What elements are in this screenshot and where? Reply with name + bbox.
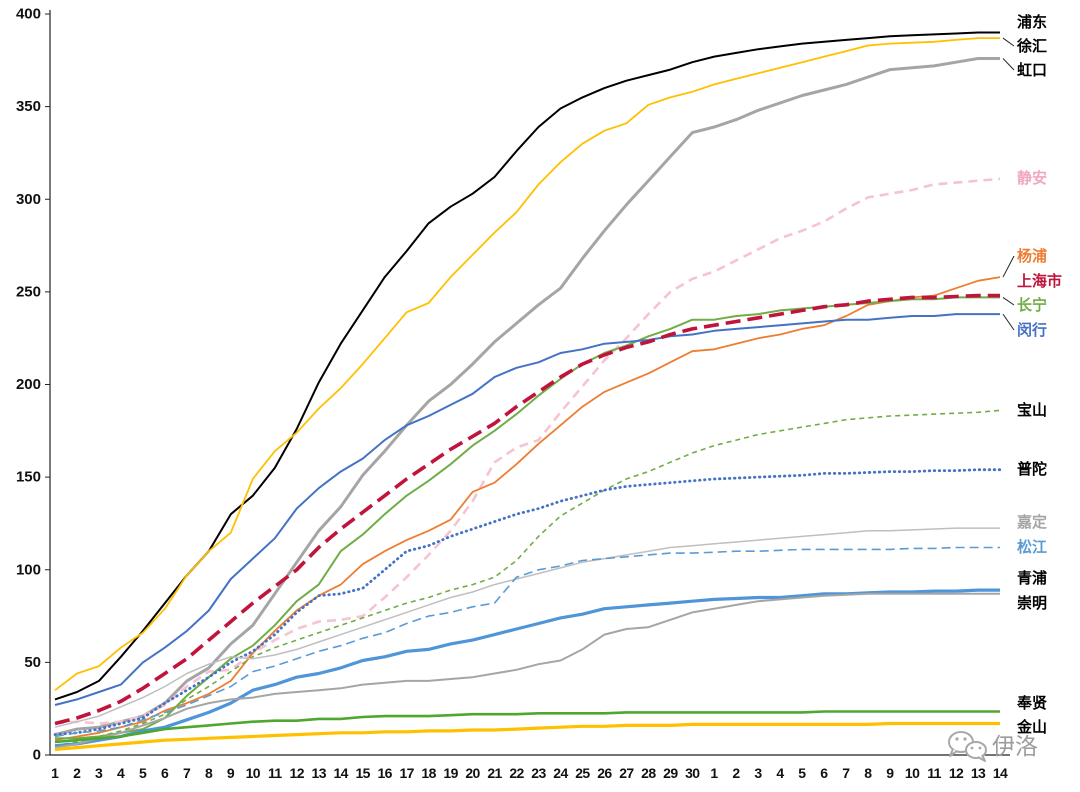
series-line-xuhui bbox=[54, 37, 1000, 691]
x-tick-label: 13 bbox=[971, 765, 986, 781]
x-tick-label: 27 bbox=[619, 765, 634, 781]
x-tick-label: 20 bbox=[465, 765, 480, 781]
y-tick-label: 50 bbox=[24, 654, 41, 671]
x-axis-ticks: 1 2 3 4 5 6 7 8 9 10 11 12 13 14 15 16 17 18 19 20 21 22 23 24 2… bbox=[51, 765, 1008, 781]
x-tick-label: 11 bbox=[927, 765, 941, 781]
series-label-hongkou: 虹口 bbox=[1017, 61, 1047, 79]
series-label-qingpu: 青浦 bbox=[1017, 569, 1047, 587]
series-label-baoshan: 宝山 bbox=[1017, 401, 1047, 419]
y-tick-label: 250 bbox=[16, 283, 41, 300]
x-tick-label: 17 bbox=[399, 765, 414, 781]
series-label-songjiang: 松江 bbox=[1017, 538, 1047, 556]
x-tick-label: 3 bbox=[95, 765, 103, 781]
x-tick-label: 16 bbox=[377, 765, 392, 781]
x-tick-label: 4 bbox=[117, 765, 125, 781]
y-tick-label: 0 bbox=[33, 747, 41, 764]
series-label-yangpu: 杨浦 bbox=[1017, 247, 1047, 265]
x-tick-label: 4 bbox=[776, 765, 784, 781]
series-line-chongming bbox=[54, 592, 1000, 749]
label-leader-line bbox=[1002, 37, 1015, 47]
series-line-shanghai-city bbox=[54, 293, 1000, 726]
x-tick-label: 14 bbox=[993, 765, 1008, 781]
y-axis-ticks: 0 50 100 150 200 250 300 350 400 bbox=[16, 6, 50, 764]
x-tick-label: 8 bbox=[864, 765, 872, 781]
x-tick-label: 5 bbox=[139, 765, 147, 781]
x-tick-label: 3 bbox=[754, 765, 762, 781]
series-line-songjiang bbox=[54, 546, 1000, 738]
x-tick-label: 7 bbox=[183, 765, 191, 781]
x-tick-label: 10 bbox=[246, 765, 261, 781]
series-label-jiading: 嘉定 bbox=[1016, 513, 1047, 531]
x-tick-label: 18 bbox=[421, 765, 436, 781]
x-tick-label: 11 bbox=[268, 765, 282, 781]
x-tick-label: 15 bbox=[355, 765, 370, 781]
x-tick-label: 1 bbox=[710, 765, 718, 781]
x-tick-label: 30 bbox=[685, 765, 700, 781]
series-label-shanghai-city: 上海市 bbox=[1017, 272, 1062, 290]
x-tick-label: 9 bbox=[886, 765, 894, 781]
x-tick-label: 19 bbox=[443, 765, 458, 781]
x-tick-label: 6 bbox=[820, 765, 828, 781]
x-tick-label: 8 bbox=[205, 765, 213, 781]
series-line-jinshan bbox=[54, 721, 1000, 751]
x-tick-label: 26 bbox=[597, 765, 612, 781]
series-label-changning: 长宁 bbox=[1017, 296, 1047, 314]
y-tick-label: 400 bbox=[16, 6, 41, 23]
y-tick-label: 300 bbox=[16, 191, 41, 208]
series-line-jingan bbox=[54, 177, 1001, 725]
series-label-minhang: 闵行 bbox=[1017, 321, 1047, 339]
x-tick-label: 22 bbox=[509, 765, 524, 781]
series-line-fengxian bbox=[54, 710, 1000, 744]
y-tick-label: 350 bbox=[16, 98, 41, 115]
series-line-minhang bbox=[54, 313, 1000, 706]
series-lines bbox=[53, 31, 1002, 751]
x-tick-label: 21 bbox=[487, 765, 502, 781]
x-tick-label: 23 bbox=[531, 765, 546, 781]
series-line-yangpu bbox=[54, 276, 1001, 742]
series-line-putuo bbox=[53, 468, 1002, 736]
x-tick-label: 9 bbox=[227, 765, 235, 781]
label-leader-line bbox=[1002, 297, 1015, 306]
x-tick-label: 28 bbox=[641, 765, 656, 781]
x-tick-label: 13 bbox=[312, 765, 327, 781]
label-leader-line bbox=[1002, 313, 1015, 331]
series-label-xuhui: 徐汇 bbox=[1016, 37, 1047, 55]
x-tick-label: 6 bbox=[161, 765, 169, 781]
series-label-pudong: 浦东 bbox=[1017, 13, 1047, 31]
y-tick-label: 100 bbox=[16, 561, 41, 578]
x-tick-label: 29 bbox=[663, 765, 678, 781]
x-tick-label: 2 bbox=[732, 765, 740, 781]
wechat-icon bbox=[948, 731, 987, 762]
x-tick-label: 12 bbox=[949, 765, 964, 781]
x-tick-label: 7 bbox=[842, 765, 850, 781]
series-label-jinshan: 金山 bbox=[1016, 718, 1047, 736]
x-tick-label: 12 bbox=[290, 765, 305, 781]
x-tick-label: 24 bbox=[553, 765, 568, 781]
axes bbox=[49, 10, 1010, 756]
y-tick-label: 150 bbox=[16, 469, 41, 486]
label-leader-line bbox=[1002, 58, 1015, 71]
series-label-putuo: 普陀 bbox=[1017, 460, 1047, 478]
watermark: 伊洛 bbox=[948, 731, 1038, 762]
series-line-hongkou bbox=[54, 57, 1000, 737]
x-tick-label: 10 bbox=[905, 765, 920, 781]
series-line-pudong bbox=[54, 31, 1000, 701]
x-tick-label: 2 bbox=[73, 765, 81, 781]
x-tick-label: 25 bbox=[575, 765, 590, 781]
y-tick-label: 200 bbox=[16, 376, 41, 393]
x-tick-label: 14 bbox=[334, 765, 349, 781]
watermark-text: 伊洛 bbox=[992, 734, 1038, 760]
series-label-chongming: 崇明 bbox=[1017, 594, 1047, 612]
x-tick-label: 5 bbox=[798, 765, 806, 781]
x-tick-label: 1 bbox=[51, 765, 59, 781]
series-label-fengxian: 奉贤 bbox=[1016, 694, 1047, 712]
label-leader-line bbox=[1002, 255, 1015, 278]
series-line-qingpu bbox=[54, 588, 1000, 748]
series-line-baoshan bbox=[54, 409, 1001, 747]
series-line-jiading bbox=[54, 527, 1000, 728]
series-label-jingan: 静安 bbox=[1017, 169, 1047, 187]
